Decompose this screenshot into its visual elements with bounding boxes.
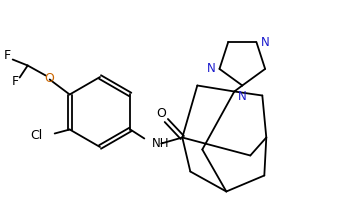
Text: F: F [12, 75, 19, 88]
Text: F: F [4, 49, 11, 62]
Text: O: O [44, 72, 54, 85]
Text: O: O [156, 107, 166, 120]
Text: NH: NH [152, 137, 170, 150]
Text: Cl: Cl [30, 129, 43, 142]
Text: N: N [238, 91, 247, 103]
Text: N: N [260, 36, 269, 49]
Text: N: N [207, 62, 215, 75]
